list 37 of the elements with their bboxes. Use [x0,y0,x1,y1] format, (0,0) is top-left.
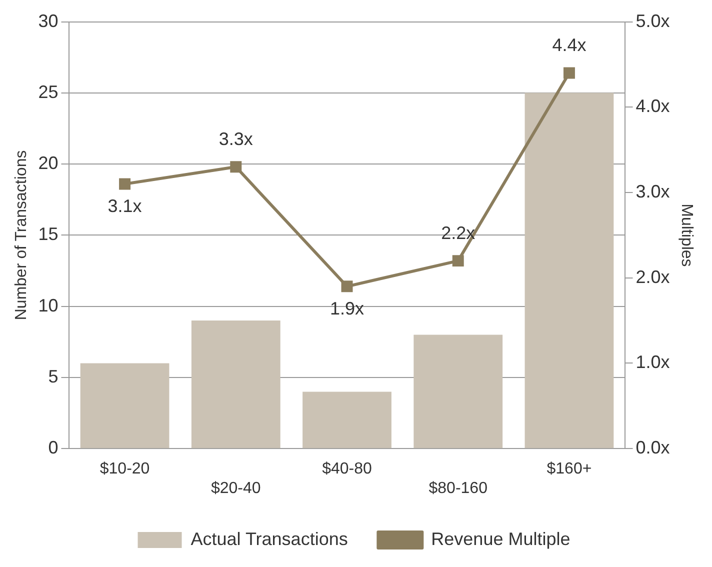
x-tick-label: $80-160 [428,480,488,497]
bar [414,334,503,448]
data-label: 2.2x [441,222,476,243]
data-label: 1.9x [330,298,364,318]
y-tick-label: 20 [38,153,58,174]
y2-tick-label: 5.0x [636,10,670,31]
y2-tick-label: 4.0x [636,96,670,116]
y-tick-label: 15 [38,224,58,244]
y-tick-label: 30 [38,10,58,31]
legend-label: Revenue Multiple [431,528,570,549]
data-label: 4.4x [552,34,586,55]
point [230,161,242,173]
y2-tick-label: 2.0x [636,266,670,287]
y2-axis-title: Multiples [678,204,695,267]
bar [191,320,280,448]
bar [524,92,614,448]
y-tick-label: 10 [38,295,58,316]
y-tick-label: 5 [48,366,58,386]
x-tick-label: $10-20 [100,460,150,478]
bar [302,392,392,448]
point [452,255,464,267]
bar [80,363,170,448]
y2-tick-label: 1.0x [636,352,670,372]
legend-label: Actual Transactions [190,528,348,549]
y-tick-label: 0 [48,438,58,458]
point [563,67,575,79]
y-axis-title: Number of Transactions [13,150,30,320]
y-tick-label: 25 [38,82,58,102]
x-tick-label: $160+ [546,460,592,478]
point [119,178,131,190]
point [341,280,353,292]
y2-tick-label: 0.0x [636,438,670,458]
y2-tick-label: 3.0x [636,181,670,202]
data-label: 3.3x [218,128,253,149]
x-tick-label: $20-40 [210,480,261,497]
x-tick-label: $40-80 [322,460,372,478]
data-label: 3.1x [108,196,142,216]
